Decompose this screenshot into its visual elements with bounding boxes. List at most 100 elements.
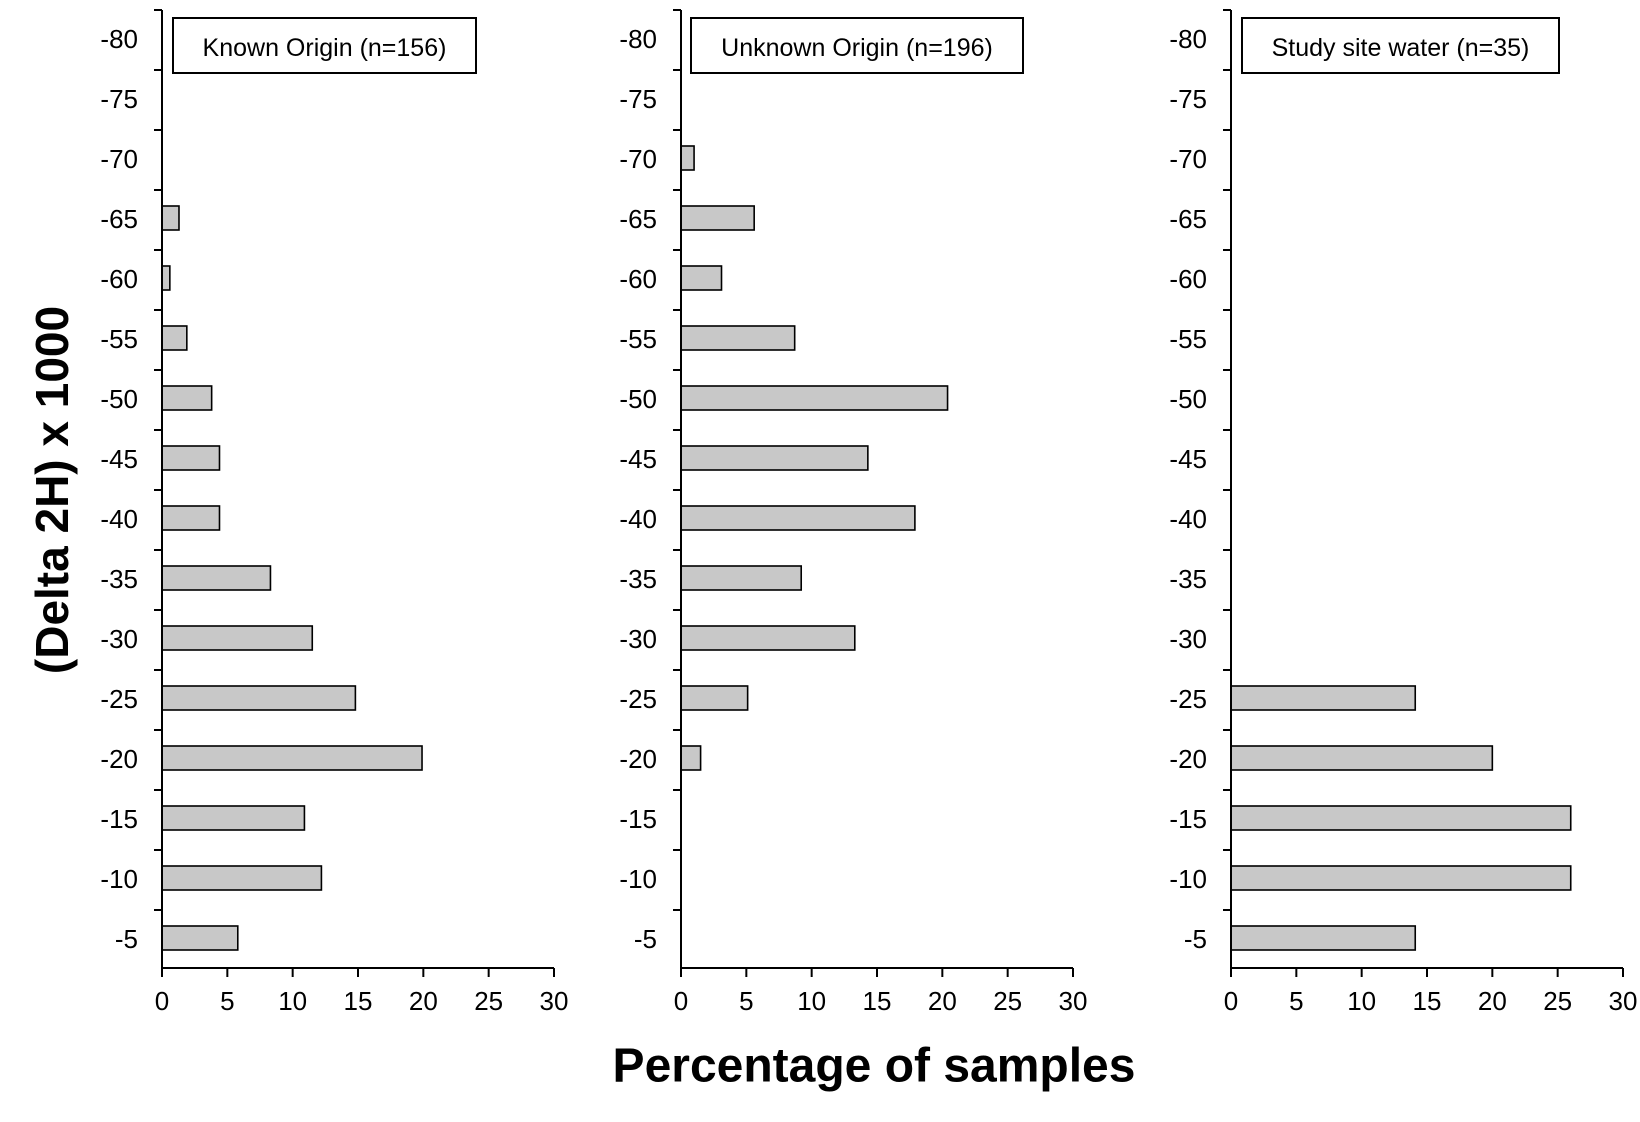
y-tick-label: -40 [100, 504, 138, 534]
x-tick-label: 15 [344, 986, 373, 1016]
y-tick-label: -80 [1169, 24, 1207, 54]
y-tick-label: -25 [100, 684, 138, 714]
x-tick-label: 30 [1059, 986, 1088, 1016]
bar [161, 625, 314, 651]
bar [161, 745, 423, 771]
y-tick-label: -60 [100, 264, 138, 294]
bar [161, 925, 239, 951]
chart-panel-1: -80-75-70-65-60-55-50-45-40-35-30-25-20-… [100, 9, 569, 1016]
x-tick-label: 25 [1543, 986, 1572, 1016]
y-tick-label: -20 [100, 744, 138, 774]
y-tick-label: -30 [100, 624, 138, 654]
chart-panel-2: -80-75-70-65-60-55-50-45-40-35-30-25-20-… [619, 9, 1088, 1016]
x-tick-label: 0 [1224, 986, 1238, 1016]
y-tick-label: -5 [634, 924, 657, 954]
y-tick-label: -10 [619, 864, 657, 894]
bar [1230, 685, 1417, 711]
y-tick-label: -80 [619, 24, 657, 54]
bar [161, 265, 171, 291]
x-tick-label: 25 [474, 986, 503, 1016]
bar [1230, 865, 1572, 891]
y-tick-label: -55 [1169, 324, 1207, 354]
panel-title: Study site water (n=35) [1272, 34, 1530, 62]
y-tick-label: -65 [1169, 204, 1207, 234]
y-tick-label: -50 [619, 384, 657, 414]
y-tick-label: -30 [619, 624, 657, 654]
panel-title-box [172, 17, 477, 74]
bar [680, 145, 695, 171]
y-tick-label: -35 [619, 564, 657, 594]
x-tick-label: 15 [1413, 986, 1442, 1016]
bar [680, 625, 856, 651]
x-axis-label: Percentage of samples [612, 1039, 1136, 1093]
x-tick-label: 15 [863, 986, 892, 1016]
y-tick-label: -15 [619, 804, 657, 834]
bar [680, 325, 796, 351]
y-tick-label: -40 [619, 504, 657, 534]
x-tick-label: 30 [1609, 986, 1638, 1016]
x-tick-label: 20 [409, 986, 438, 1016]
x-tick-label: 20 [1478, 986, 1507, 1016]
y-tick-label: -65 [100, 204, 138, 234]
x-tick-label: 5 [220, 986, 234, 1016]
x-tick-label: 0 [155, 986, 169, 1016]
x-tick-label: 5 [1289, 986, 1303, 1016]
bar [680, 205, 755, 231]
y-tick-label: -50 [100, 384, 138, 414]
y-tick-label: -75 [1169, 84, 1207, 114]
bar [1230, 745, 1494, 771]
bar [680, 445, 869, 471]
panel-title-box [1241, 17, 1560, 74]
bar [161, 205, 180, 231]
y-tick-label: -20 [1169, 744, 1207, 774]
y-tick-label: -40 [1169, 504, 1207, 534]
y-tick-label: -70 [1169, 144, 1207, 174]
y-tick-label: -70 [100, 144, 138, 174]
y-tick-label: -45 [1169, 444, 1207, 474]
bar [680, 505, 916, 531]
x-tick-label: 5 [739, 986, 753, 1016]
y-tick-label: -25 [1169, 684, 1207, 714]
bar [680, 745, 702, 771]
y-tick-label: -75 [619, 84, 657, 114]
bar [1230, 805, 1572, 831]
bar [161, 325, 188, 351]
y-tick-label: -35 [1169, 564, 1207, 594]
x-tick-label: 10 [278, 986, 307, 1016]
y-axis-label: (Delta 2H) x 1000 [26, 305, 78, 675]
x-tick-label: 10 [1347, 986, 1376, 1016]
panel-title: Known Origin (n=156) [203, 34, 447, 62]
bar [161, 805, 306, 831]
y-tick-label: -15 [100, 804, 138, 834]
y-tick-label: -50 [1169, 384, 1207, 414]
bar [680, 565, 803, 591]
y-tick-label: -35 [100, 564, 138, 594]
panel-title: Unknown Origin (n=196) [721, 34, 993, 62]
bar [161, 385, 213, 411]
x-tick-label: 10 [797, 986, 826, 1016]
bar [161, 505, 221, 531]
y-tick-label: -5 [1184, 924, 1207, 954]
bar [161, 865, 323, 891]
panel-title-box [690, 17, 1024, 74]
x-tick-label: 25 [993, 986, 1022, 1016]
chart-panel-3: -80-75-70-65-60-55-50-45-40-35-30-25-20-… [1169, 9, 1638, 1016]
y-tick-label: -10 [100, 864, 138, 894]
bar [161, 445, 221, 471]
y-tick-label: -45 [619, 444, 657, 474]
x-tick-label: 30 [540, 986, 569, 1016]
y-tick-label: -70 [619, 144, 657, 174]
y-tick-label: -5 [115, 924, 138, 954]
y-tick-label: -30 [1169, 624, 1207, 654]
y-tick-label: -75 [100, 84, 138, 114]
y-tick-label: -15 [1169, 804, 1207, 834]
y-tick-label: -55 [619, 324, 657, 354]
y-tick-label: -55 [100, 324, 138, 354]
y-tick-label: -60 [619, 264, 657, 294]
x-tick-label: 20 [928, 986, 957, 1016]
y-tick-label: -10 [1169, 864, 1207, 894]
bar [680, 385, 949, 411]
bar [161, 565, 272, 591]
y-tick-label: -80 [100, 24, 138, 54]
